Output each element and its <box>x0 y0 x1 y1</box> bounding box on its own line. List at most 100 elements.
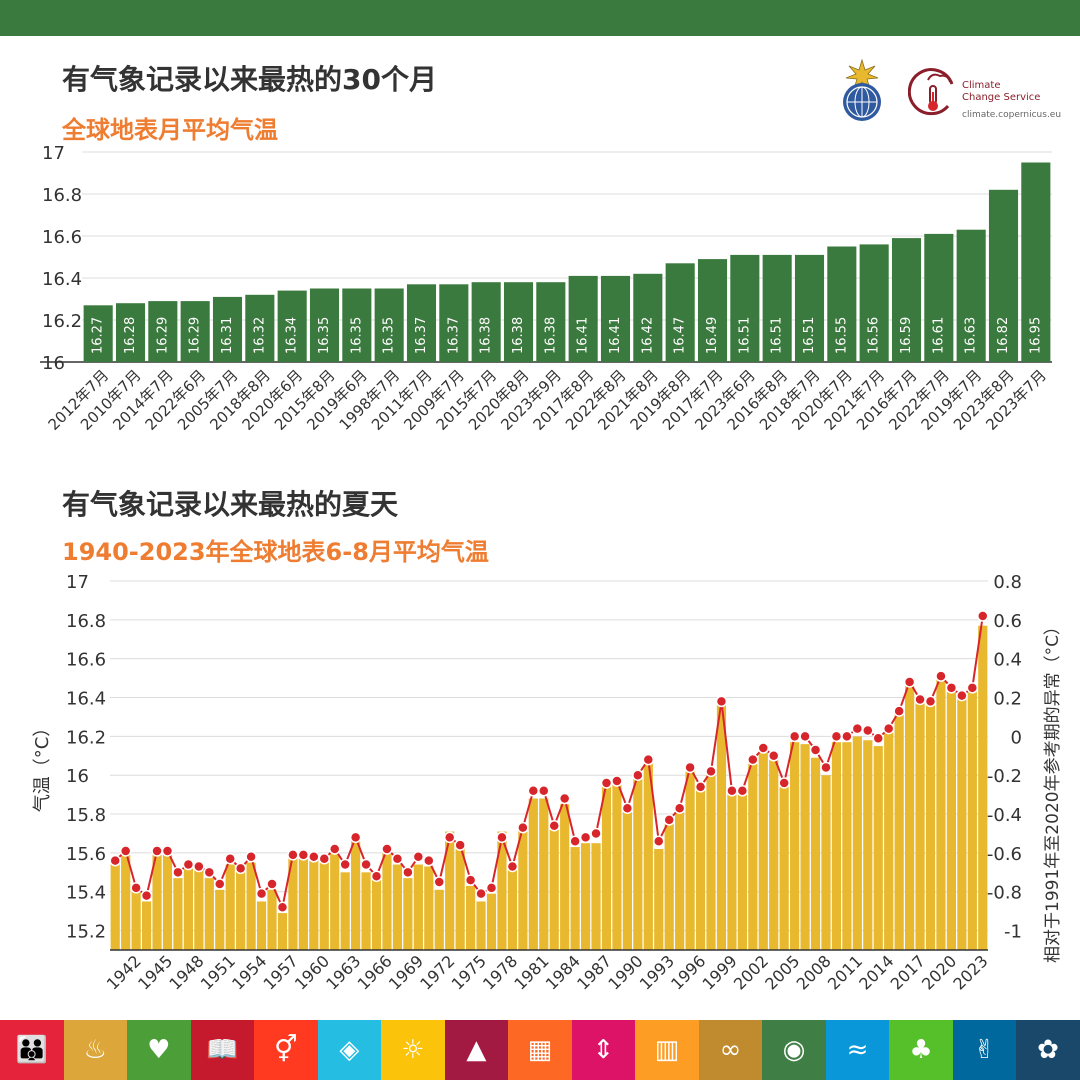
anomaly-point <box>391 852 404 865</box>
bar <box>946 691 957 950</box>
bar <box>539 798 549 950</box>
y-tick-label: 16.8 <box>66 611 106 632</box>
bar-value-label: 16.55 <box>834 317 849 354</box>
responsible-consumption-icon: ∞ <box>698 1020 763 1080</box>
y-tick-label: 16 <box>66 766 89 787</box>
x-tick-label: 1993 <box>636 951 678 993</box>
anomaly-point <box>548 819 560 832</box>
x-tick-label: 1969 <box>385 951 427 993</box>
anomaly-point <box>611 775 623 787</box>
y2-tick-label: -1 <box>1004 922 1022 943</box>
x-tick-label: 1987 <box>573 951 615 993</box>
anomaly-point <box>621 802 634 814</box>
no-poverty-icon: 👪 <box>0 1020 64 1080</box>
chart2-title: 有气象记录以来最热的夏天 <box>62 488 399 521</box>
bar <box>152 854 162 950</box>
bar-value-label: 16.35 <box>349 317 364 354</box>
bar <box>110 860 120 950</box>
y2-tick-label: -0.8 <box>987 883 1022 904</box>
top-bar <box>0 0 1080 36</box>
anomaly-point <box>882 722 895 735</box>
anomaly-point <box>454 839 466 851</box>
zero-hunger-icon: ♨ <box>63 1020 128 1080</box>
x-tick-label: 1948 <box>165 951 207 993</box>
bar <box>570 847 580 950</box>
y-tick-label: 16.4 <box>66 689 106 710</box>
anomaly-point <box>747 753 759 766</box>
c3s-line1: Climate <box>962 80 1001 91</box>
y2-tick-label: -0.2 <box>987 766 1022 787</box>
bar <box>612 781 622 950</box>
bar <box>758 751 768 950</box>
bar <box>204 878 214 950</box>
bar <box>697 259 728 362</box>
anomaly-point <box>642 753 655 766</box>
anomaly-point <box>736 784 749 797</box>
anomaly-point <box>318 852 331 865</box>
x-tick-label: 1990 <box>604 951 646 993</box>
anomaly-point <box>140 889 153 902</box>
anomaly-point <box>214 878 226 890</box>
bar <box>873 746 883 950</box>
bar <box>601 784 612 950</box>
x-tick-label: 2008 <box>793 951 835 993</box>
bar <box>748 763 758 950</box>
x-tick-label: 1957 <box>260 951 302 993</box>
bar <box>891 238 922 362</box>
x-tick-label: 2005 <box>761 951 803 993</box>
bar <box>665 263 695 362</box>
anomaly-point <box>579 831 592 844</box>
anomaly-point <box>600 777 613 789</box>
partnerships-icon: ✿ <box>1016 1020 1080 1080</box>
bar-value-label: 16.49 <box>705 317 720 354</box>
bar-value-label: 16.47 <box>673 317 688 354</box>
anomaly-point <box>266 878 278 890</box>
y-tick-label: 15.8 <box>66 805 106 826</box>
c3s-url: climate.copernicus.eu <box>962 110 1062 120</box>
anomaly-point <box>673 802 686 814</box>
x-tick-label: 2017 <box>887 951 929 993</box>
anomaly-point <box>276 901 289 914</box>
anomaly-line <box>114 615 984 911</box>
x-tick-label: 1978 <box>479 951 521 993</box>
y2-tick-label: 0.4 <box>993 650 1022 671</box>
x-tick-label: 1951 <box>197 951 239 993</box>
anomaly-point <box>705 765 717 778</box>
anomaly-point <box>475 887 487 900</box>
bar <box>236 870 246 950</box>
x-tick-label: 1984 <box>542 951 584 993</box>
life-on-land-icon: ♣ <box>889 1020 953 1080</box>
climate-action-icon: ◉ <box>762 1020 826 1080</box>
bar <box>466 885 476 950</box>
anomaly-point <box>485 882 498 894</box>
bar <box>148 301 178 362</box>
bar <box>685 771 695 950</box>
bar <box>580 843 591 950</box>
x-tick-label: 2014 <box>855 951 897 993</box>
x-tick-label: 1966 <box>354 951 396 993</box>
anomaly-point <box>935 670 947 682</box>
bar <box>121 854 131 950</box>
bar <box>978 625 988 950</box>
anomaly-point <box>203 866 216 879</box>
bar <box>403 878 413 950</box>
bar <box>392 864 403 950</box>
x-tick-label: 1975 <box>448 951 490 993</box>
bar <box>371 880 382 950</box>
anomaly-point <box>684 761 696 774</box>
bar <box>859 244 889 362</box>
bar <box>810 757 821 950</box>
y2-tick-label: 0.2 <box>993 689 1022 710</box>
bar <box>309 288 340 362</box>
bar-value-label: 16.35 <box>382 317 397 354</box>
bar <box>600 275 631 362</box>
bar <box>225 864 235 950</box>
bar-value-label: 16.34 <box>285 317 300 354</box>
y-tick-label: 16.6 <box>66 650 106 671</box>
anomaly-point <box>349 831 362 844</box>
bar <box>406 284 437 362</box>
anomaly-point <box>527 784 540 797</box>
health-icon: ♥ <box>127 1020 191 1080</box>
anomaly-point <box>370 870 383 882</box>
economic-growth-icon: ▲ <box>444 1020 509 1080</box>
